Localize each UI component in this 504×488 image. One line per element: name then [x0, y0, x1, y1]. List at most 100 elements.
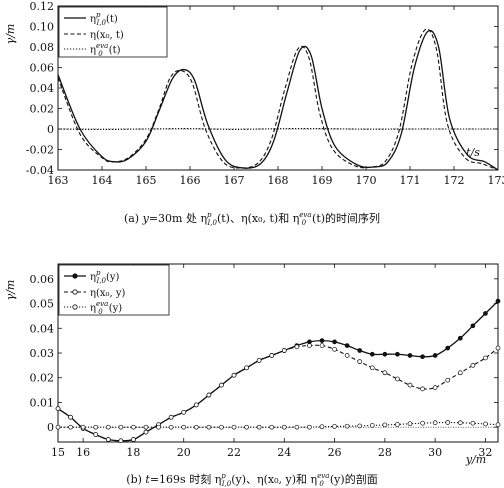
x-tick-label: 165 — [136, 174, 157, 187]
series-3-point — [219, 424, 224, 430]
x-tick-label: 16 — [76, 446, 90, 459]
x-tick-label: 163 — [48, 174, 69, 187]
legend-a-1-arg: (t) — [106, 14, 118, 25]
series-2-point — [219, 382, 224, 388]
x-tick-label: 32 — [478, 446, 492, 459]
x-tick-label: 170 — [356, 174, 377, 187]
y-tick-label: 0.01 — [30, 396, 55, 409]
series-1-point — [332, 339, 337, 345]
series-3-point — [55, 424, 61, 430]
series-2-point — [168, 414, 174, 420]
series-2-point — [193, 402, 199, 408]
series-1-point — [445, 345, 451, 351]
series-1-point — [319, 338, 325, 343]
caption-b-eta3: η — [311, 473, 318, 486]
caption-b-sup3: eva — [317, 472, 329, 480]
legend-a-1-base: η — [90, 14, 96, 25]
caption-a-sub1: I,0 — [207, 219, 218, 227]
caption-a-sup1: p — [207, 211, 212, 219]
legend-b-marker-2 — [72, 289, 78, 295]
legend-b-1-sup: p — [96, 269, 101, 277]
caption-b-prefix: (b) — [126, 473, 145, 486]
legend-b-marker-3 — [72, 304, 78, 310]
caption-a-eta1: η — [200, 212, 207, 225]
series-1-point — [420, 354, 425, 360]
series-3-point — [344, 423, 350, 429]
legend-a-2-base: η — [90, 30, 96, 41]
series-2-point — [256, 358, 262, 363]
x-tick-label: 28 — [378, 446, 392, 459]
series-1-point — [395, 351, 400, 357]
series-2-point — [281, 348, 287, 353]
series-3-point — [168, 424, 174, 430]
caption-a-sub3: 0 — [302, 219, 307, 227]
panel-b-ticks: 15 16 18 20 22 24 26 28 30 32 0 0.01 0.02 0.03 0.04 0.0… — [30, 264, 498, 459]
caption-a-tail: (t)的时间序列 — [312, 211, 380, 225]
legend-b-3-base: η — [90, 303, 96, 314]
caption-b-tail: (y)的剖面 — [330, 472, 378, 486]
series-3-point — [307, 424, 312, 430]
caption-a-arg1: (t)、 — [217, 212, 241, 225]
x-tick-label: 20 — [177, 446, 191, 459]
x-tick-label: 169 — [312, 174, 333, 187]
y-tick-label: 0.08 — [30, 41, 55, 54]
legend-b-marker-1 — [72, 273, 78, 279]
y-tick-label: 0.06 — [30, 62, 55, 75]
x-tick-label: 26 — [328, 446, 342, 459]
legend-a-1-sup: p — [96, 11, 101, 19]
x-tick-label: 166 — [180, 174, 201, 187]
caption-a-sup3: eva — [299, 211, 311, 219]
x-tick-label: 30 — [428, 446, 442, 459]
series-1-point — [470, 323, 476, 329]
series-3-point — [294, 424, 300, 430]
series-2-point — [344, 353, 350, 358]
series-3-point — [457, 420, 463, 426]
panel-b: 15 16 18 20 22 24 26 28 30 32 0 0.01 0.02 0.03 0.04 0.0… — [4, 263, 501, 488]
series-3-point — [281, 424, 287, 430]
series-3-point — [369, 423, 375, 428]
series-1-point — [495, 298, 501, 304]
legend-b-3-sub: 0 — [98, 308, 103, 316]
series-3-point — [269, 424, 275, 430]
series-2-point — [68, 414, 73, 420]
series-2-point — [307, 343, 312, 348]
panel-a: 163 164 165 166 167 168 169 170 171 172 173 -0.04 -0… — [4, 0, 504, 227]
series-2-point — [495, 345, 501, 351]
panel-a-legend: ηp I,0(t) η(x₀, t) ηeva 0 (t) — [58, 6, 168, 58]
legend-a-3-base: η — [90, 45, 96, 56]
series-1-point — [344, 343, 350, 348]
y-tick-label: 0.04 — [30, 322, 55, 335]
panel-a-xlabel: t/s — [466, 146, 480, 159]
series-2-point — [294, 344, 300, 350]
y-tick-label: 0.02 — [30, 372, 55, 385]
series-2-point — [93, 432, 99, 437]
series-3-point — [395, 422, 400, 427]
x-tick-label: 18 — [126, 446, 140, 459]
series-3-point — [319, 424, 325, 430]
x-tick-label: 172 — [444, 174, 465, 187]
series-2-point — [432, 385, 438, 390]
caption-a-arg2: (x₀, t)和 — [248, 212, 293, 225]
legend-b-label-3: ηeva 0 (y) — [90, 300, 122, 316]
x-tick-label: 171 — [400, 174, 421, 187]
x-tick-label: 173 — [488, 174, 504, 187]
series-3-point — [420, 420, 425, 426]
legend-a-label-2: η(x₀, t) — [90, 30, 124, 41]
legend-a-3-sub: 0 — [98, 50, 103, 58]
series-1-point — [432, 353, 438, 358]
series-2-point — [118, 438, 124, 444]
panel-a-ylabel: γ/m — [4, 24, 17, 45]
legend-b-1-base: η — [90, 272, 96, 283]
legend-b-1-arg: (y) — [106, 272, 120, 283]
series-3-point — [131, 424, 136, 430]
series-3-point — [181, 424, 187, 430]
series-2-point — [206, 392, 212, 398]
series-line-3 — [57, 127, 498, 131]
x-tick-label: 15 — [51, 446, 65, 459]
series-line-1 — [57, 300, 499, 442]
caption-a-prefix: (a) — [124, 212, 143, 225]
legend-a-label-1: ηp I,0(t) — [90, 11, 118, 27]
caption-a-var: y — [142, 212, 150, 225]
series-2-point — [445, 377, 451, 383]
